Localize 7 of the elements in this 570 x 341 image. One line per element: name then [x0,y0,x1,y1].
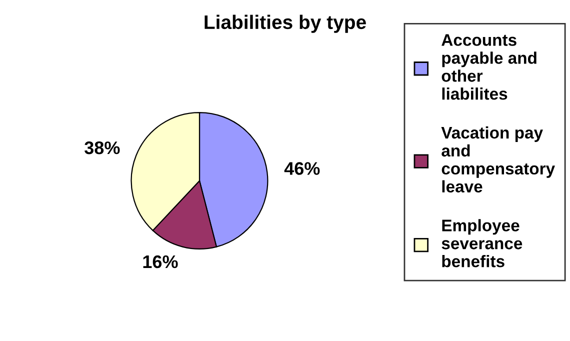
data-label: 46% [284,162,320,175]
legend-label: Employee severance benefits [442,219,522,268]
chart-title: Liabilities by type [204,14,366,33]
data-label: 16% [143,255,178,268]
legend-label: Vacation pay and compensatory leave [441,126,555,193]
legend-label: Accounts payable and other liabilites [442,34,536,100]
data-label: 38% [84,141,120,154]
